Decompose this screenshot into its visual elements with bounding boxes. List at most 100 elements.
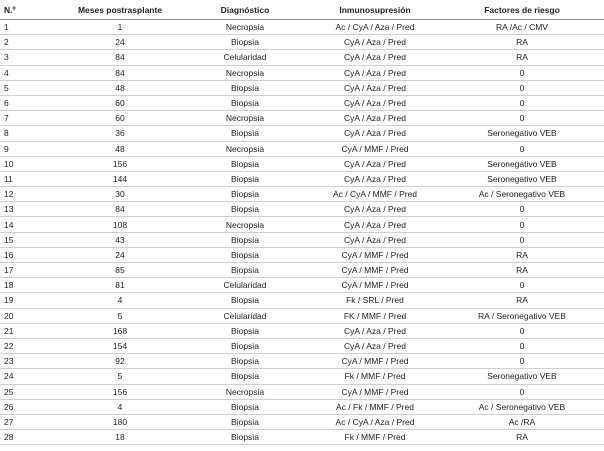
table-cell: 43 <box>60 232 180 248</box>
table-cell: 14 <box>0 216 60 233</box>
table-cell: 84 <box>60 65 180 81</box>
table-cell: 156 <box>60 156 180 172</box>
table-cell: Necropsia <box>180 110 310 127</box>
table-cell: 0 <box>440 353 604 370</box>
table-cell: CyA / Aza / Pred <box>310 125 440 142</box>
column-header: Diagnóstico <box>180 0 310 20</box>
table-cell: Biopsia <box>180 429 310 446</box>
table-row: 5 48 Biopsia CyA / Aza / Pred 0 <box>0 80 604 96</box>
table-cell: CyA / Aza / Pred <box>310 110 440 127</box>
table-cell: FK / MMF / Pred <box>310 308 440 324</box>
table-row: 4 84 Necropsia CyA / Aza / Pred 0 <box>0 65 604 81</box>
table-cell: RA <box>440 34 604 51</box>
table-cell: 18 <box>60 429 180 446</box>
table-cell: Ac / CyA / Aza / Pred <box>310 414 440 431</box>
table-cell: Ac /RA <box>440 414 604 431</box>
table-row: 15 43 Biopsia CyA / Aza / Pred 0 <box>0 232 604 248</box>
table-cell: 5 <box>60 308 180 324</box>
table-cell: 17 <box>0 262 60 279</box>
table-cell: 0 <box>440 216 604 233</box>
table-cell: Biopsia <box>180 80 310 96</box>
table-cell: RA / Seronegativo VEB <box>440 308 604 324</box>
table-cell: Biopsia <box>180 399 310 415</box>
table-cell: 108 <box>60 216 180 233</box>
table-cell: 6 <box>0 95 60 112</box>
table-cell: Celularidad <box>180 308 310 324</box>
table-row: 11 144 Biopsia CyA / Aza / Pred Seronegativo… <box>0 171 604 188</box>
table-cell: 168 <box>60 323 180 339</box>
header-row: N.º Meses postrasplante Diagnóstico Inmunos… <box>0 0 604 20</box>
table-cell: CyA / Aza / Pred <box>310 65 440 81</box>
table-cell: CyA / Aza / Pred <box>310 171 440 188</box>
table-cell: Biopsia <box>180 201 310 218</box>
table-cell: Biopsia <box>180 171 310 188</box>
table-cell: 48 <box>60 141 180 157</box>
table-cell: 154 <box>60 338 180 355</box>
table-cell: 19 <box>0 292 60 309</box>
table-cell: 0 <box>440 201 604 218</box>
table-row: 23 92 Biopsia CyA / MMF / Pred 0 <box>0 353 604 370</box>
table-row: 27 180 Biopsia Ac / CyA / Aza / Pred Ac /RA <box>0 414 604 431</box>
table-cell: 180 <box>60 414 180 431</box>
table-cell: Biopsia <box>180 338 310 355</box>
table-cell: 81 <box>60 277 180 294</box>
table-cell: 13 <box>0 201 60 218</box>
table-cell: RA <box>440 262 604 279</box>
table-cell: Ac / Seronegativo VEB <box>440 186 604 203</box>
table-row: 21 168 Biopsia CyA / Aza / Pred 0 <box>0 323 604 339</box>
table-cell: 5 <box>0 80 60 96</box>
table-cell: CyA / Aza / Pred <box>310 201 440 218</box>
table-row: 25 156 Necropsia CyA / MMF / Pred 0 <box>0 384 604 400</box>
table-cell: 0 <box>440 384 604 400</box>
table-cell: CyA / Aza / Pred <box>310 323 440 339</box>
table-cell: 24 <box>0 368 60 385</box>
table-cell: CyA / Aza / Pred <box>310 338 440 355</box>
table-cell: RA <box>440 247 604 264</box>
table-cell: Fk / MMF / Pred <box>310 429 440 446</box>
table-cell: CyA / MMF / Pred <box>310 277 440 294</box>
table-cell: CyA / Aza / Pred <box>310 216 440 233</box>
table-cell: 21 <box>0 323 60 339</box>
column-header: Inmunosupresión <box>310 0 440 20</box>
table-cell: 0 <box>440 65 604 81</box>
table-cell: RA <box>440 429 604 446</box>
table-cell: 144 <box>60 171 180 188</box>
table-cell: Biopsia <box>180 368 310 385</box>
table-row: 12 30 Biopsia Ac / CyA / MMF / Pred Ac / Ser… <box>0 186 604 203</box>
table-cell: Biopsia <box>180 232 310 248</box>
table-row: 2 24 Biopsia CyA / Aza / Pred RA <box>0 34 604 51</box>
table-cell: 0 <box>440 141 604 157</box>
table-cell: 85 <box>60 262 180 279</box>
table-cell: 23 <box>0 353 60 370</box>
table-row: 9 48 Necropsia CyA / MMF / Pred 0 <box>0 141 604 157</box>
table-row: 7 60 Necropsia CyA / Aza / Pred 0 <box>0 110 604 127</box>
table-cell: Seronegativo VEB <box>440 125 604 142</box>
table-cell: 8 <box>0 125 60 142</box>
table-cell: CyA / MMF / Pred <box>310 247 440 264</box>
table-cell: Necropsia <box>180 65 310 81</box>
table-row: 10 156 Biopsia CyA / Aza / Pred Seronegativo… <box>0 156 604 172</box>
table-cell: Biopsia <box>180 34 310 51</box>
column-header: Factores de riesgo <box>440 0 604 20</box>
table-row: 20 5 Celularidad FK / MMF / Pred RA / Serone… <box>0 308 604 324</box>
table-cell: 60 <box>60 110 180 127</box>
table-cell: 0 <box>440 232 604 248</box>
table-cell: Biopsia <box>180 125 310 142</box>
table-cell: Biopsia <box>180 353 310 370</box>
table-cell: Biopsia <box>180 323 310 339</box>
column-header: N.º <box>0 0 60 20</box>
table-cell: CyA / Aza / Pred <box>310 232 440 248</box>
table-cell: 48 <box>60 80 180 96</box>
table-cell: 20 <box>0 308 60 324</box>
table-cell: CyA / Aza / Pred <box>310 156 440 172</box>
table-cell: 3 <box>0 49 60 66</box>
table-cell: CyA / MMF / Pred <box>310 262 440 279</box>
table-row: 14 108 Necropsia CyA / Aza / Pred 0 <box>0 216 604 233</box>
table-cell: RA <box>440 292 604 309</box>
table-cell: 11 <box>0 171 60 188</box>
table-cell: 7 <box>0 110 60 127</box>
table-cell: 0 <box>440 95 604 112</box>
table-cell: CyA / Aza / Pred <box>310 95 440 112</box>
